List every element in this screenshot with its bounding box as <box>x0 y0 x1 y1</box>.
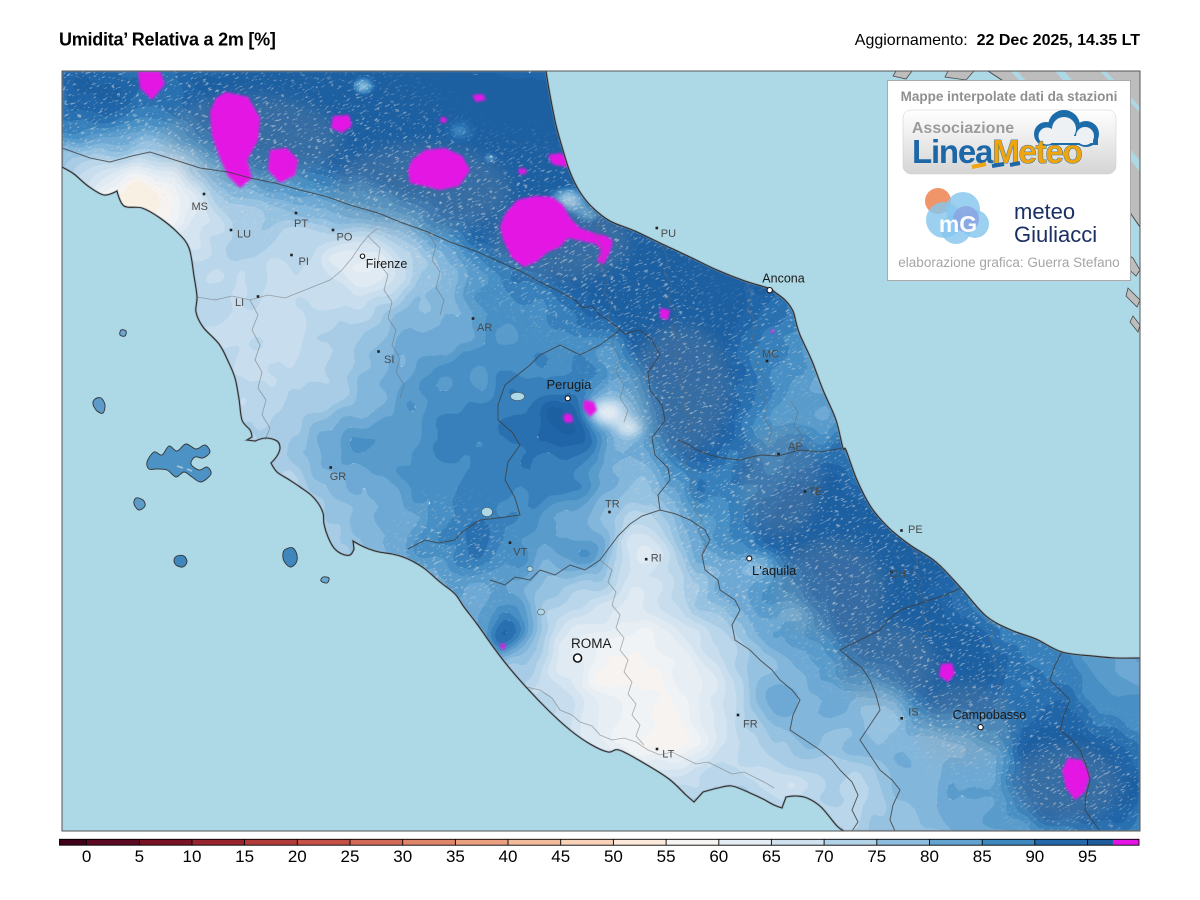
svg-text:55: 55 <box>657 847 676 866</box>
svg-text:FR: FR <box>743 718 758 730</box>
svg-text:MC: MC <box>762 349 779 361</box>
svg-text:25: 25 <box>341 847 360 866</box>
svg-text:GR: GR <box>330 471 347 483</box>
svg-text:0: 0 <box>82 847 91 866</box>
svg-text:10: 10 <box>183 847 202 866</box>
svg-text:75: 75 <box>867 847 886 866</box>
svg-text:70: 70 <box>815 847 834 866</box>
svg-text:50: 50 <box>604 847 623 866</box>
svg-text:PE: PE <box>908 524 923 536</box>
svg-text:L'aquila: L'aquila <box>752 563 797 578</box>
svg-text:LT: LT <box>662 749 674 761</box>
svg-text:95: 95 <box>1078 847 1097 866</box>
svg-text:elaborazione grafica: Guerra S: elaborazione grafica: Guerra Stefano <box>898 255 1119 270</box>
svg-text:Giuliacci: Giuliacci <box>1014 222 1097 247</box>
svg-text:35: 35 <box>446 847 465 866</box>
svg-text:Ancona: Ancona <box>762 272 804 286</box>
svg-text:40: 40 <box>499 847 518 866</box>
svg-text:ROMA: ROMA <box>571 636 612 651</box>
svg-text:65: 65 <box>762 847 781 866</box>
svg-text:TR: TR <box>605 499 620 511</box>
svg-text:PO: PO <box>337 232 353 244</box>
svg-text:PU: PU <box>661 228 676 240</box>
svg-text:80: 80 <box>920 847 939 866</box>
svg-text:30: 30 <box>393 847 412 866</box>
svg-text:Associazione: Associazione <box>912 120 1014 137</box>
svg-text:SI: SI <box>384 354 394 366</box>
svg-text:85: 85 <box>973 847 992 866</box>
svg-text:Mappe interpolate dati da staz: Mappe interpolate dati da stazioni <box>901 89 1118 104</box>
svg-text:LI: LI <box>235 297 244 309</box>
svg-text:IS: IS <box>908 706 918 718</box>
svg-text:mG: mG <box>939 211 977 237</box>
svg-text:LU: LU <box>237 229 251 241</box>
svg-text:AR: AR <box>477 322 492 334</box>
svg-text:20: 20 <box>288 847 307 866</box>
svg-text:meteo: meteo <box>1014 199 1075 224</box>
svg-text:PT: PT <box>294 218 308 230</box>
svg-text:CH: CH <box>890 569 906 581</box>
svg-text:Perugia: Perugia <box>547 377 593 392</box>
svg-text:45: 45 <box>551 847 570 866</box>
svg-text:5: 5 <box>135 847 144 866</box>
svg-text:90: 90 <box>1025 847 1044 866</box>
svg-text:TE: TE <box>809 486 823 498</box>
svg-text:60: 60 <box>709 847 728 866</box>
svg-text:Campobasso: Campobasso <box>953 708 1027 722</box>
svg-text:Aggiornamento: 22 Dec 2025, 1: Aggiornamento: 22 Dec 2025, 14.35 LT <box>855 32 1140 49</box>
svg-text:AP: AP <box>788 441 803 453</box>
svg-text:15: 15 <box>235 847 254 866</box>
svg-text:Umidita’ Relativa a 2m [%]: Umidita’ Relativa a 2m [%] <box>59 30 276 50</box>
svg-text:PI: PI <box>299 256 309 268</box>
svg-text:MS: MS <box>192 201 209 213</box>
svg-text:Firenze: Firenze <box>366 257 408 271</box>
svg-text:RI: RI <box>651 553 662 565</box>
svg-text:VT: VT <box>513 547 527 559</box>
